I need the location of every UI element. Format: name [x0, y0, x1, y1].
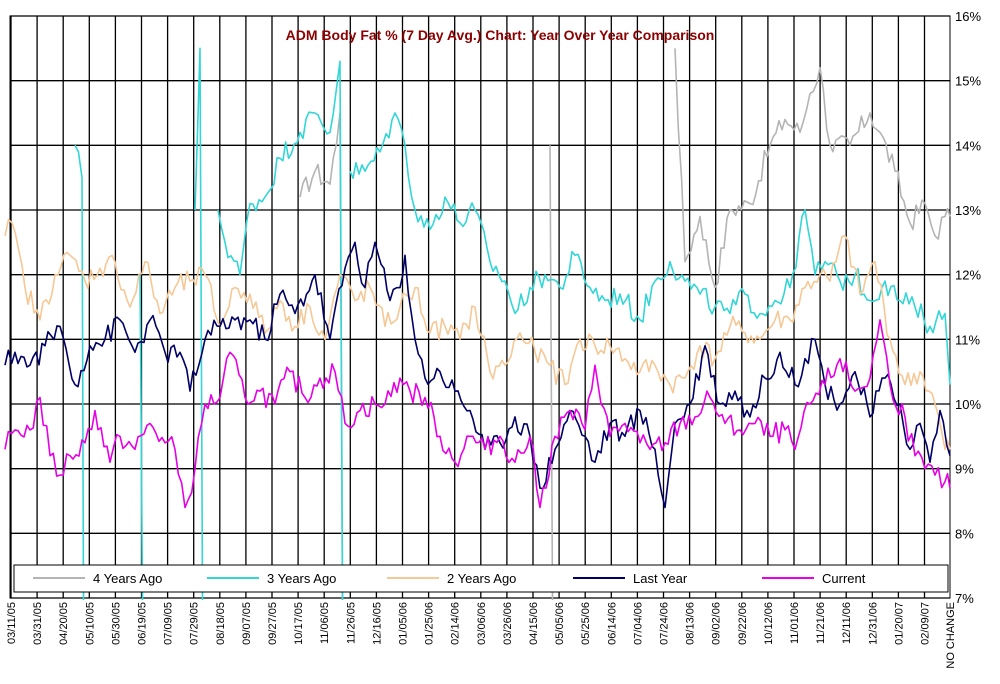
series-line-3-years-ago	[217, 60, 344, 601]
series-line-last-year	[4, 241, 951, 509]
x-tick-label: 01/25/06	[424, 602, 436, 645]
x-tick-label: 09/27/05	[267, 602, 279, 645]
y-tick-label: 9%	[955, 462, 974, 477]
x-tick-label: 03/11/05	[6, 602, 18, 644]
x-tick-label: 05/25/06	[580, 602, 592, 645]
x-tick-label: 02/09/07	[920, 602, 932, 645]
y-tick-label: 8%	[955, 526, 974, 541]
x-tick-label: 11/26/05	[345, 602, 357, 644]
grid	[10, 15, 950, 599]
x-tick-label: 05/10/05	[84, 602, 96, 645]
y-axis-ticks: 7% 8% 9% 10% 11% 12% 13% 14% 15% 16%	[955, 9, 981, 606]
legend: 4 Years Ago 3 Years Ago 2 Years Ago Last Ye…	[13, 564, 949, 593]
x-tick-label: 07/09/05	[163, 602, 175, 645]
x-tick-label: 08/13/06	[685, 602, 697, 645]
y-tick-label: 15%	[955, 74, 981, 89]
x-tick-label: 12/16/05	[371, 602, 383, 645]
x-tick-label: 02/14/06	[450, 602, 462, 645]
x-tick-label: 05/30/05	[110, 602, 122, 645]
y-tick-label: 13%	[955, 203, 981, 218]
series-line-3-years-ago	[74, 144, 85, 601]
series-line-3-years-ago	[194, 47, 204, 601]
series-line-3-years-ago	[139, 274, 144, 601]
legend-label: Last Year	[633, 571, 688, 586]
x-tick-label: 11/21/06	[815, 602, 827, 644]
y-tick-label: 10%	[955, 397, 981, 412]
x-axis-ticks: 03/11/05 03/31/05 04/20/05 05/10/05 05/30/05…	[6, 602, 957, 669]
legend-label: Current	[822, 571, 866, 586]
x-tick-label: 11/01/06	[789, 602, 801, 644]
y-tick-label: 16%	[955, 9, 981, 24]
x-tick-label: 12/11/06	[841, 602, 853, 644]
x-tick-label: 10/17/05	[293, 602, 305, 645]
x-tick-label: 03/31/05	[32, 602, 44, 645]
series-line-4-years-ago	[674, 48, 951, 289]
legend-label: 2 Years Ago	[447, 571, 516, 586]
x-tick-label: 09/07/05	[241, 602, 253, 645]
series-line-2-years-ago	[4, 218, 951, 451]
plot-area	[9, 15, 951, 599]
x-tick-label: 12/31/06	[867, 602, 879, 645]
x-tick-label: 07/29/05	[189, 602, 201, 645]
series-line-3-years-ago	[349, 112, 951, 385]
x-tick-label: 01/05/06	[398, 602, 410, 645]
x-tick-label: 03/06/06	[476, 602, 488, 645]
x-tick-label: 07/24/06	[659, 602, 671, 645]
x-tick-label: 05/05/06	[554, 602, 566, 645]
x-tick-label: NO CHANGE	[945, 602, 957, 669]
series-lines	[4, 47, 951, 601]
x-tick-label: 11/06/05	[319, 602, 331, 644]
legend-label: 3 Years Ago	[267, 571, 336, 586]
y-tick-label: 12%	[955, 268, 981, 283]
x-tick-label: 03/26/06	[502, 602, 514, 645]
y-tick-label: 11%	[955, 332, 980, 347]
series-line-4-years-ago	[299, 112, 344, 601]
x-tick-label: 04/20/05	[58, 602, 70, 645]
x-tick-label: 09/22/06	[737, 602, 749, 645]
x-tick-label: 07/04/06	[632, 602, 644, 645]
x-tick-label: 04/15/06	[528, 602, 540, 645]
chart-title: ADM Body Fat % (7 Day Avg.) Chart: Year …	[286, 27, 715, 43]
x-tick-label: 08/18/05	[215, 602, 227, 645]
legend-label: 4 Years Ago	[93, 571, 162, 586]
series-line-4-years-ago	[549, 145, 554, 601]
y-tick-label: 7%	[955, 591, 974, 606]
x-tick-label: 10/12/06	[763, 602, 775, 645]
x-tick-label: 09/02/06	[711, 602, 723, 645]
series-line-current	[4, 319, 951, 509]
x-tick-label: 01/20/07	[893, 602, 905, 645]
x-tick-label: 06/19/05	[137, 602, 149, 645]
y-tick-label: 14%	[955, 138, 981, 153]
x-tick-label: 06/14/06	[606, 602, 618, 645]
